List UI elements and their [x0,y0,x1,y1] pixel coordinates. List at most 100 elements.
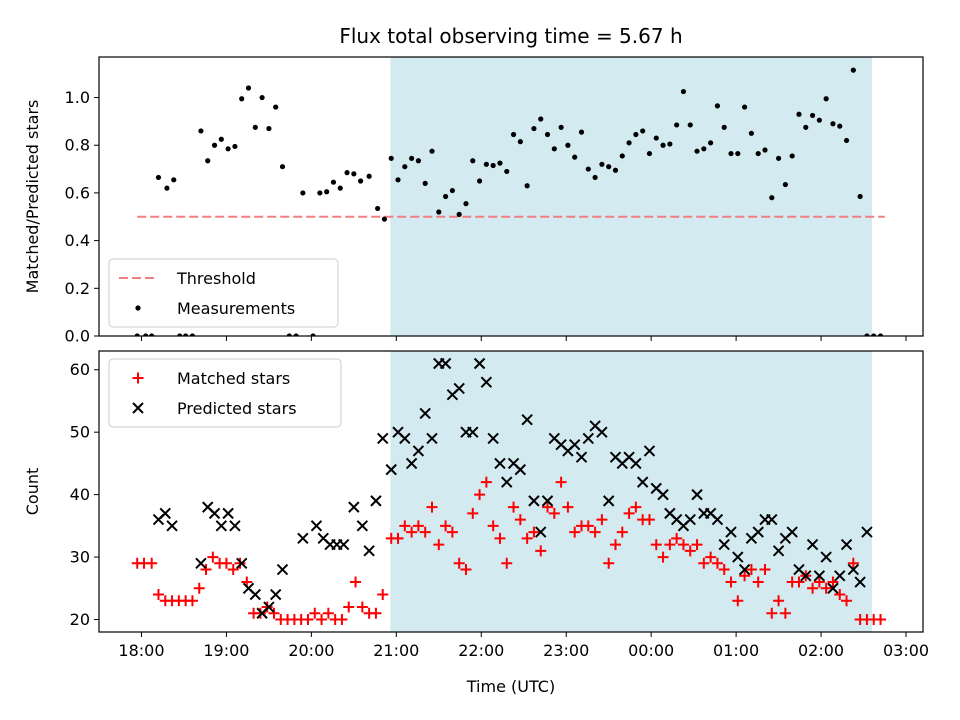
data-point [531,125,537,132]
data-point [725,526,737,538]
data-point [705,551,717,563]
data-point [589,526,601,538]
data-point [269,588,282,601]
axes-frame [98,56,924,337]
data-point [494,457,506,470]
data-point [612,167,619,173]
data-point [433,539,445,551]
data-point [558,124,564,130]
data-point [813,570,826,582]
x-tick-label: 23:00 [543,641,589,660]
x-tick-label: 01:00 [713,641,759,660]
data-point [358,178,364,184]
data-point [446,526,458,538]
data-point [467,507,479,519]
data-point [823,96,829,102]
data-point [234,557,246,569]
data-point [166,520,178,532]
count-panel: 18:00 19:00 20:00 21:00 22:00 23:00 00:00 01:00… [23,350,929,660]
data-point [616,526,628,538]
data-point [569,526,581,538]
data-point [565,142,571,148]
data-point [286,333,292,336]
data-point [200,564,212,576]
data-point [575,451,588,463]
data-point [562,501,574,513]
data-point [149,333,155,336]
data-point [207,551,219,563]
data-point [775,155,782,161]
data-point [205,158,211,164]
data-point [752,576,764,588]
data-point [375,205,381,212]
data-point [164,185,170,191]
data-point [524,183,530,189]
data-point [439,357,452,370]
data-point [501,557,513,569]
data-point [551,146,557,152]
data-point [293,333,299,336]
data-point [841,595,853,607]
data-point [268,607,280,619]
data-point [793,576,805,588]
data-point [297,532,309,545]
data-point [186,595,198,607]
data-point [487,432,499,445]
data-point [636,476,649,488]
data-point [195,557,207,570]
data-point [183,333,189,336]
data-point [544,131,551,138]
data-point [623,507,635,519]
data-point [510,131,517,138]
data-point [766,607,778,619]
data-point [388,155,394,161]
y-tick-label: 0.6 [65,183,90,202]
series-measurements [134,67,884,336]
data-point [800,570,812,582]
y-tick-label: 30 [70,548,90,567]
data-point [633,131,639,138]
data-point [159,507,171,520]
data-point [385,463,397,476]
data-point [310,520,323,532]
data-point [684,545,696,557]
data-point [356,520,369,532]
data-point [728,150,734,157]
data-point [735,150,741,157]
data-point [745,564,757,576]
legend-box [108,358,342,428]
data-point [474,489,486,501]
x-tick-label: 03:00 [883,641,929,660]
data-point [711,513,724,526]
data-point [377,589,389,601]
data-point [653,135,659,141]
data-point [399,432,411,445]
data-point [302,614,314,626]
data-point [782,181,788,188]
data-point [155,174,162,181]
data-point [300,190,306,196]
data-point [619,153,625,159]
data-point [225,146,231,152]
legend-marker [132,372,144,384]
data-point [480,476,492,488]
data-point [366,173,372,179]
data-point [501,476,513,488]
data-point [370,607,382,619]
data-point [363,545,375,557]
x-tick-label: 19:00 [203,641,249,660]
data-point [850,67,856,73]
data-point [626,140,632,146]
data-point [467,426,479,438]
chart-title: Flux total observing time = 5.67 h [339,24,682,48]
data-point [343,601,355,613]
data-point [440,520,452,532]
legend-marker [135,305,141,311]
data-point [680,88,687,95]
data-point [691,488,703,501]
data-point [820,582,832,594]
data-point [415,158,422,164]
data-point [718,538,730,551]
data-point [279,164,286,170]
data-point [419,407,431,420]
